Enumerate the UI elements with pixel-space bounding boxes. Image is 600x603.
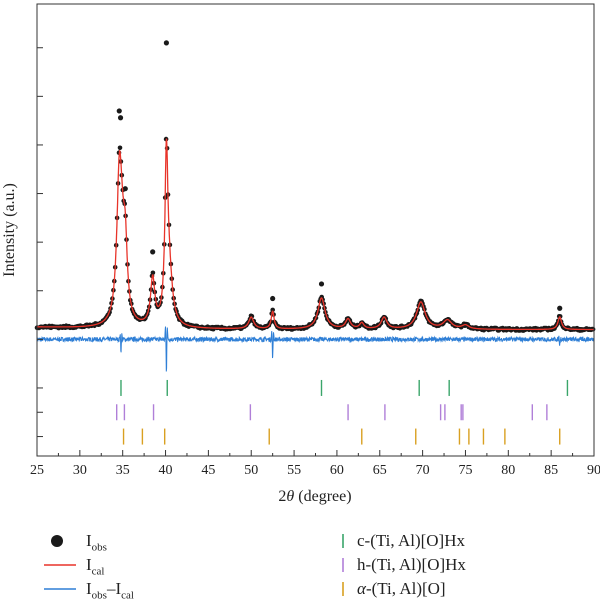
observed-point — [150, 270, 156, 276]
legend-line-cal — [44, 564, 76, 566]
legend-tick-c-phase — [342, 534, 344, 548]
x-tick-label: 70 — [416, 463, 430, 478]
x-tick-label: 50 — [244, 463, 258, 478]
legend-line-diff — [44, 588, 76, 590]
legend-tick-alpha-phase — [342, 582, 344, 596]
observed-point — [122, 186, 128, 192]
plot-area — [34, 40, 596, 445]
y-axis-label: Intensity (a.u.) — [1, 183, 18, 277]
x-tick-label: 40 — [159, 463, 173, 478]
x-tick-label: 35 — [116, 463, 130, 478]
x-axis-label: 2θ (degree) — [278, 488, 351, 505]
series-difference-line — [36, 326, 595, 372]
series-observed-points — [34, 40, 596, 333]
legend-label-c-phase: c-(Ti, Al)[O]Hx — [357, 531, 465, 550]
legend-dot-marker — [51, 535, 63, 547]
legend-label-diff: Iobs–Ical — [86, 579, 134, 602]
x-tick-label: 65 — [373, 463, 387, 478]
x-tick-label: 90 — [587, 463, 600, 478]
x-tick-label: 80 — [501, 463, 515, 478]
observed-point — [150, 249, 156, 255]
x-tick-label: 30 — [73, 463, 87, 478]
observed-point — [318, 281, 325, 287]
x-tick-label: 25 — [30, 463, 44, 478]
series-calculated-line — [37, 138, 594, 331]
x-tick-label: 75 — [458, 463, 472, 478]
observed-point — [117, 145, 123, 151]
reflection-row-2 — [122, 428, 561, 445]
observed-point — [116, 108, 122, 114]
reflection-row-0 — [120, 379, 569, 396]
x-tick-label: 85 — [544, 463, 558, 478]
legend-label-obs: Iobs — [86, 531, 107, 554]
reflection-row-1 — [115, 404, 548, 421]
observed-point — [270, 295, 276, 302]
observed-point — [557, 305, 563, 311]
x-tick-label: 60 — [330, 463, 344, 478]
x-tick-label: 45 — [201, 463, 215, 478]
observed-point — [117, 115, 124, 121]
x-tick-label: 55 — [287, 463, 301, 478]
observed-point — [270, 307, 276, 313]
observed-point — [163, 40, 169, 46]
legend-tick-h-phase — [342, 558, 344, 572]
legend-label-alpha-phase: α-(Ti, Al)[O] — [357, 579, 446, 598]
legend-label-cal: Ical — [86, 555, 105, 578]
axes: 25 30 35 40 45 50 55 60 65 70 75 80 85 90 — [30, 47, 600, 478]
legend-label-h-phase: h-(Ti, Al)[O]Hx — [357, 555, 466, 574]
